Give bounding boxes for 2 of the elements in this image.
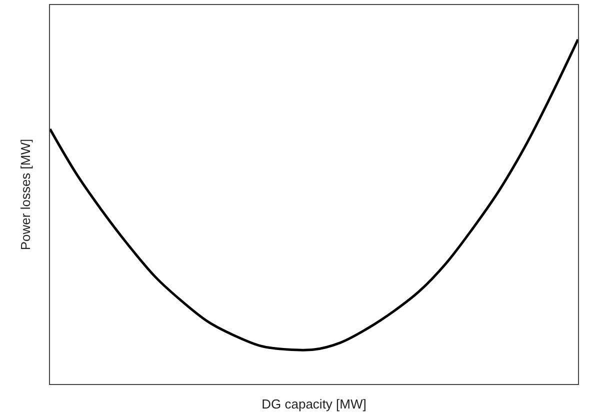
- y-axis-title: Power losses [MW]: [18, 138, 33, 250]
- x-axis-title: DG capacity [MW]: [262, 396, 366, 412]
